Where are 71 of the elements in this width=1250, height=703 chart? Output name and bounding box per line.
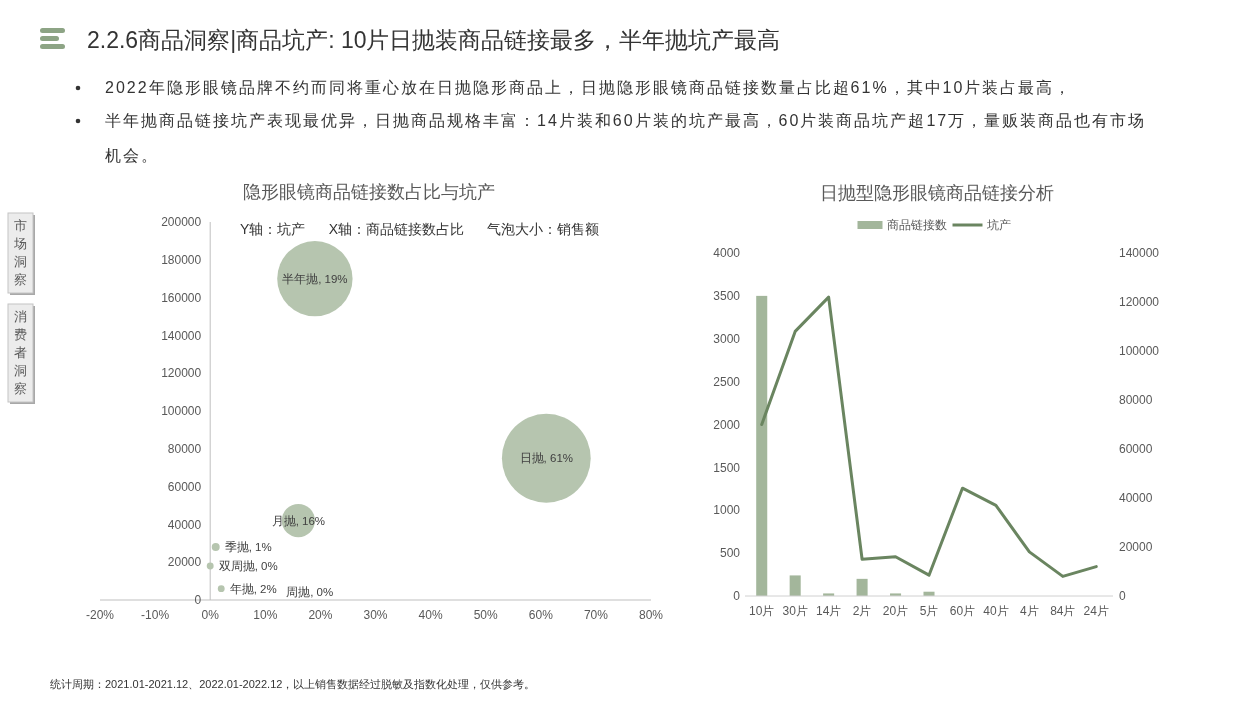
x-tick-label: 80% [638, 608, 664, 622]
y-tick-label: 100000 [161, 404, 202, 419]
y2-tick-label: 60000 [1119, 442, 1153, 457]
text: 2022年隐形眼镜品牌不约而同将重心放在日抛隐形商品上，日抛隐形眼镜商品链接数量占比超61%，其中10片装占最高， [105, 79, 1073, 96]
x-tick-label: 20% [308, 608, 333, 622]
annotation: 周抛, 0% [286, 586, 334, 599]
y2-tick-label: 40000 [1119, 491, 1153, 506]
y-tick-label: 3500 [713, 289, 741, 304]
y-tick-label: 3000 [713, 331, 741, 346]
x-tick-label: 10片 [749, 604, 775, 618]
y2-tick-label: 0 [1119, 589, 1126, 604]
y2-tick-label: 120000 [1119, 295, 1160, 310]
y-tick-label: 80000 [167, 442, 202, 456]
y-tick-label: 1000 [713, 503, 741, 518]
annotation: 日抛, 61% [519, 452, 574, 465]
y2-tick-label: 20000 [1119, 540, 1153, 555]
x-tick-label: -10% [141, 608, 170, 622]
annotation: 年抛, 2% [229, 582, 277, 595]
y-tick-label: 120000 [161, 366, 202, 381]
x-tick-label: 24片 [1083, 604, 1109, 618]
annotation: 季抛, 1% [224, 541, 272, 554]
bar [789, 575, 801, 596]
x-tick-label: 60片 [949, 604, 976, 618]
y-tick-label: 500 [719, 546, 741, 561]
y-tick-label: 0 [194, 593, 202, 608]
x-tick-label: 30% [363, 608, 388, 622]
y-tick-label: 180000 [161, 253, 202, 267]
chart-title: 隐形眼镜商品链接数占比与坑产 [243, 182, 495, 202]
chart-subtitle: Y轴：坑产 X轴：商品链接数占比 气泡大小：销售额 [240, 221, 600, 237]
x-tick-label: 20片 [882, 604, 909, 618]
x-tick-label: 84片 [1050, 604, 1076, 618]
y-tick-label: 2000 [713, 417, 741, 432]
x-tick-label: 2片 [852, 604, 872, 618]
chart-title: 日抛型隐形眼镜商品链接分析 [820, 183, 1054, 203]
annotation: 双周抛, 0% [218, 560, 278, 573]
y-tick-label: 1500 [713, 460, 741, 475]
y-tick-label: 140000 [161, 328, 202, 343]
legend-label: 商品链接数 [886, 218, 947, 233]
x-tick-label: 40% [418, 608, 443, 622]
x-tick-label: 14片 [815, 604, 842, 618]
y-tick-label: 200000 [161, 215, 202, 230]
y-tick-label: 40000 [167, 517, 202, 532]
x-tick-label: 10% [253, 608, 278, 622]
legend-label: 坑产 [985, 218, 1011, 233]
y2-tick-label: 80000 [1119, 393, 1153, 408]
x-tick-label: 40片 [983, 604, 1009, 618]
x-tick-label: 50% [473, 608, 499, 622]
y-tick-label: 4000 [713, 246, 741, 261]
y-tick-label: 20000 [167, 555, 202, 570]
x-tick-label: 5片 [919, 604, 939, 618]
x-tick-label: 4片 [1020, 604, 1039, 618]
text: 市场洞察 [13, 218, 27, 287]
x-tick-label: 60% [528, 608, 554, 622]
text: 消费者洞察 [14, 309, 27, 396]
text: 2.2.6商品洞察|商品坑产: 10片日抛装商品链接最多，半年抛坑产最高 [87, 27, 781, 53]
y-tick-label: 0 [733, 589, 741, 604]
y-tick-label: 2500 [713, 374, 741, 389]
x-tick-label: 0% [201, 608, 220, 622]
bar [756, 295, 768, 596]
annotation: 半年抛, 19% [282, 272, 348, 285]
line-series [760, 295, 1098, 578]
y-tick-label: 60000 [167, 479, 202, 494]
x-tick-label: 30片 [782, 604, 808, 618]
bar [856, 578, 868, 596]
y2-tick-label: 140000 [1119, 246, 1160, 261]
y2-tick-label: 100000 [1119, 344, 1160, 359]
text: 半年抛商品链接坑产表现最优异，日抛商品规格丰富：14片装和60片装的坑产最高，60片装商品坑产超17万，量贩装商品也有市场机会。 [105, 112, 1147, 164]
y-tick-label: 160000 [161, 290, 202, 305]
x-tick-label: -20% [85, 608, 115, 622]
text: 统计周期：2021.01-2021.12、2022.01-2022.12，以上销售数据经过脱敏及指数化处理，仅供参考。 [50, 678, 536, 690]
x-tick-label: 70% [583, 608, 609, 622]
